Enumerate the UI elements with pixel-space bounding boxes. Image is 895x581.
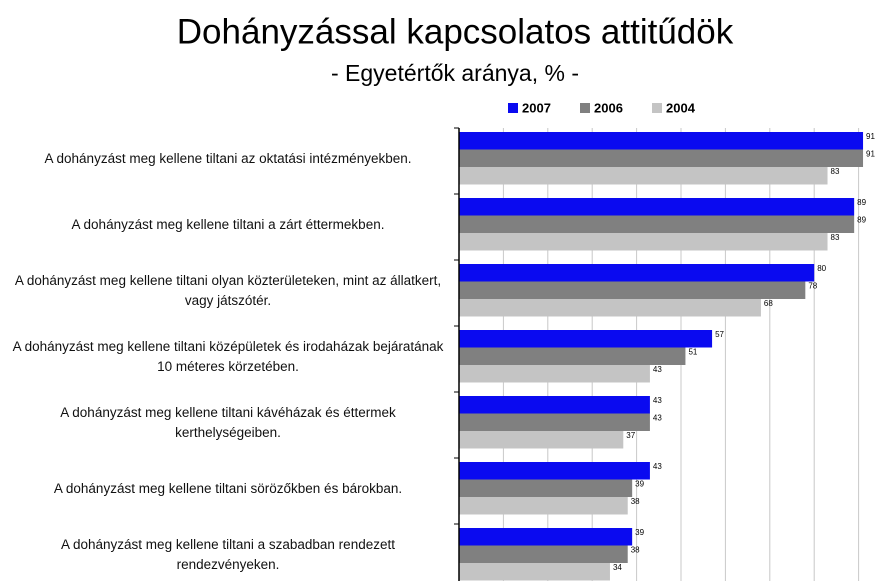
bar — [459, 149, 864, 167]
bar — [459, 264, 815, 282]
value-label: 83 — [831, 167, 840, 176]
bar — [459, 233, 828, 251]
value-label: 43 — [653, 413, 662, 422]
bar — [459, 365, 650, 383]
value-label: 37 — [626, 431, 635, 440]
value-label: 89 — [857, 198, 866, 207]
bar — [459, 215, 855, 233]
category-label: A dohányzást meg kellene tiltani kávéház… — [60, 405, 396, 440]
value-label: 83 — [831, 233, 840, 242]
category-label: A dohányzást meg kellene tiltani olyan k… — [14, 273, 442, 308]
value-label: 39 — [635, 479, 644, 488]
value-label: 78 — [808, 281, 817, 290]
value-label: 51 — [688, 347, 697, 356]
bar — [459, 198, 855, 216]
category-label: A dohányzást meg kellene tiltani középül… — [12, 339, 444, 374]
value-label: 43 — [653, 396, 662, 405]
value-label: 80 — [817, 264, 826, 273]
bar — [459, 413, 650, 431]
bar — [459, 347, 686, 365]
category-label: A dohányzást meg kellene tiltani sörözők… — [53, 481, 403, 496]
bar — [459, 132, 864, 150]
chart-subtitle: - Egyetértők aránya, % - — [331, 60, 579, 86]
value-label: 34 — [613, 563, 622, 572]
bar — [459, 167, 828, 185]
legend-label: 2007 — [522, 100, 551, 115]
bar — [459, 497, 628, 515]
value-label: 91 — [866, 149, 875, 158]
legend-swatch — [652, 103, 662, 113]
value-label: 38 — [631, 497, 640, 506]
value-label: 57 — [715, 330, 724, 339]
bar — [459, 462, 650, 480]
bar — [459, 563, 610, 581]
legend-swatch — [508, 103, 518, 113]
value-label: 68 — [764, 299, 773, 308]
bar — [459, 281, 806, 299]
bar — [459, 299, 761, 317]
bar — [459, 528, 633, 546]
value-label: 89 — [857, 215, 866, 224]
legend-swatch — [580, 103, 590, 113]
value-label: 39 — [635, 528, 644, 537]
value-label: 91 — [866, 132, 875, 141]
bar — [459, 330, 713, 348]
category-label: A dohányzást meg kellene tiltani az okta… — [44, 151, 412, 166]
chart-title: Dohányzással kapcsolatos attitűdök — [177, 12, 734, 51]
category-label: A dohányzást meg kellene tiltani a zárt … — [71, 217, 385, 232]
bar — [459, 396, 650, 414]
value-label: 43 — [653, 462, 662, 471]
legend-label: 2004 — [666, 100, 696, 115]
bar — [459, 545, 628, 563]
bar — [459, 431, 624, 449]
value-label: 43 — [653, 365, 662, 374]
bar — [459, 479, 633, 497]
legend-label: 2006 — [594, 100, 623, 115]
value-label: 38 — [631, 545, 640, 554]
category-label: A dohányzást meg kellene tiltani a szaba… — [61, 537, 395, 572]
